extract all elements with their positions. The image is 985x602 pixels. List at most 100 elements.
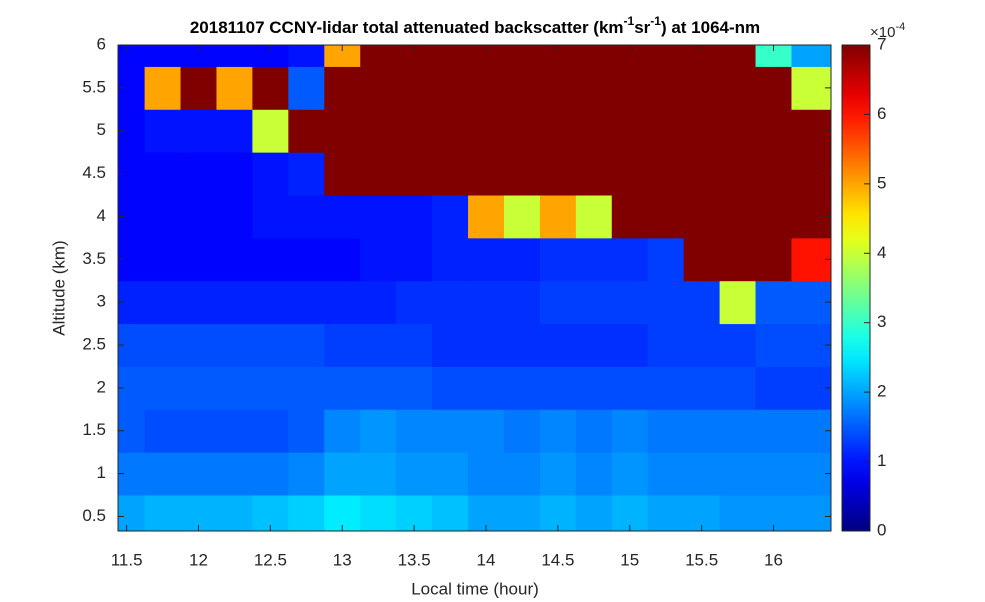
heatmap-cell bbox=[432, 195, 469, 239]
heatmap-cell bbox=[118, 45, 146, 67]
heatmap-cell bbox=[575, 409, 613, 453]
heatmap-cell bbox=[719, 195, 757, 239]
heatmap-cell bbox=[468, 409, 505, 453]
heatmap-cell bbox=[503, 409, 541, 453]
heatmap-cell bbox=[539, 366, 577, 410]
heatmap-cell bbox=[719, 237, 757, 282]
heatmap-cell bbox=[503, 66, 541, 110]
heatmap-cell bbox=[252, 66, 289, 110]
heatmap-cell bbox=[719, 66, 757, 110]
heatmap-cell bbox=[503, 109, 541, 153]
heatmap-cell bbox=[503, 237, 541, 282]
heatmap-cell bbox=[575, 45, 613, 67]
heatmap-cell bbox=[791, 409, 831, 453]
heatmap-cell bbox=[252, 195, 289, 239]
heatmap-cell bbox=[647, 495, 685, 531]
heatmap-cell bbox=[539, 152, 577, 196]
heatmap-cell bbox=[252, 237, 289, 282]
heatmap-cell bbox=[755, 195, 792, 239]
heatmap-cell bbox=[755, 66, 792, 110]
heatmap-cell bbox=[791, 66, 831, 110]
heatmap-cell bbox=[611, 409, 649, 453]
heatmap-cell bbox=[324, 237, 361, 282]
x-tick-label: 12.5 bbox=[254, 550, 287, 569]
heatmap-cell bbox=[288, 109, 325, 153]
heatmap-cell bbox=[216, 495, 253, 531]
heatmap-cell bbox=[575, 495, 613, 531]
heatmap-cell bbox=[647, 66, 685, 110]
heatmap-cell bbox=[216, 237, 253, 282]
colorbar-multiplier: ×10-4 bbox=[870, 21, 905, 41]
heatmap-cell bbox=[396, 323, 433, 367]
heatmap-cell bbox=[324, 66, 361, 110]
heatmap-cell bbox=[144, 323, 182, 367]
heatmap-cell bbox=[647, 152, 685, 196]
heatmap-cell bbox=[360, 409, 397, 453]
heatmap-cell bbox=[360, 366, 397, 410]
heatmap-cell bbox=[647, 409, 685, 453]
heatmap-cell bbox=[575, 109, 613, 153]
heatmap-cell bbox=[683, 452, 721, 496]
heatmap-cell bbox=[683, 280, 721, 325]
heatmap-cell bbox=[144, 66, 182, 110]
heatmap-cell bbox=[575, 195, 613, 239]
heatmap-cell bbox=[144, 366, 182, 410]
heatmap-cell bbox=[144, 452, 182, 496]
heatmap-cell bbox=[755, 237, 792, 282]
colorbar-tick-label: 6 bbox=[877, 104, 886, 123]
heatmap-cell bbox=[683, 323, 721, 367]
y-tick-label: 4.5 bbox=[82, 163, 106, 182]
heatmap-cell bbox=[432, 452, 469, 496]
heatmap-cell bbox=[791, 495, 831, 531]
heatmap-cell bbox=[180, 280, 217, 325]
heatmap-cell bbox=[647, 45, 685, 67]
heatmap-cell bbox=[432, 280, 469, 325]
heatmap-cell bbox=[719, 366, 757, 410]
heatmap-cell bbox=[575, 237, 613, 282]
heatmap-cell bbox=[288, 495, 325, 531]
heatmap-cell bbox=[611, 66, 649, 110]
x-tick-label: 14.5 bbox=[541, 550, 574, 569]
heatmap-cell bbox=[432, 66, 469, 110]
heatmap-cell bbox=[180, 109, 217, 153]
x-tick-label: 12 bbox=[189, 550, 208, 569]
heatmap-cell bbox=[503, 280, 541, 325]
heatmap-cell bbox=[611, 152, 649, 196]
heatmap-cell bbox=[324, 409, 361, 453]
heatmap-cell bbox=[611, 237, 649, 282]
heatmap-cell bbox=[324, 152, 361, 196]
y-tick-label: 5 bbox=[97, 120, 106, 139]
heatmap-cell bbox=[503, 152, 541, 196]
heatmap-cell bbox=[791, 152, 831, 196]
heatmap-cell bbox=[216, 280, 253, 325]
heatmap-cell bbox=[503, 45, 541, 67]
heatmap-cell bbox=[252, 152, 289, 196]
colorbar-tick-label: 0 bbox=[877, 520, 886, 539]
heatmap-cell bbox=[216, 409, 253, 453]
heatmap-cell bbox=[647, 109, 685, 153]
heatmap-cell bbox=[360, 237, 397, 282]
heatmap-cell bbox=[611, 280, 649, 325]
heatmap-cell bbox=[611, 195, 649, 239]
heatmap-cell bbox=[144, 152, 182, 196]
heatmap-cell bbox=[791, 452, 831, 496]
heatmap-cell bbox=[216, 66, 253, 110]
y-tick-label: 5.5 bbox=[82, 77, 106, 96]
heatmap-cell bbox=[683, 66, 721, 110]
heatmap-cell bbox=[288, 66, 325, 110]
heatmap-cell bbox=[144, 280, 182, 325]
heatmap-cell bbox=[468, 452, 505, 496]
heatmap-cell bbox=[647, 366, 685, 410]
heatmap-cell bbox=[503, 323, 541, 367]
heatmap-cell bbox=[719, 323, 757, 367]
heatmap-cell bbox=[719, 109, 757, 153]
heatmap-cell bbox=[360, 280, 397, 325]
heatmap-cell bbox=[216, 195, 253, 239]
heatmap-cell bbox=[683, 195, 721, 239]
heatmap-cell bbox=[432, 366, 469, 410]
title-part: ) at 1064-nm bbox=[661, 18, 760, 37]
multiplier-base: ×10 bbox=[870, 24, 895, 41]
y-tick-label: 0.5 bbox=[82, 506, 106, 525]
heatmap-cell bbox=[216, 452, 253, 496]
